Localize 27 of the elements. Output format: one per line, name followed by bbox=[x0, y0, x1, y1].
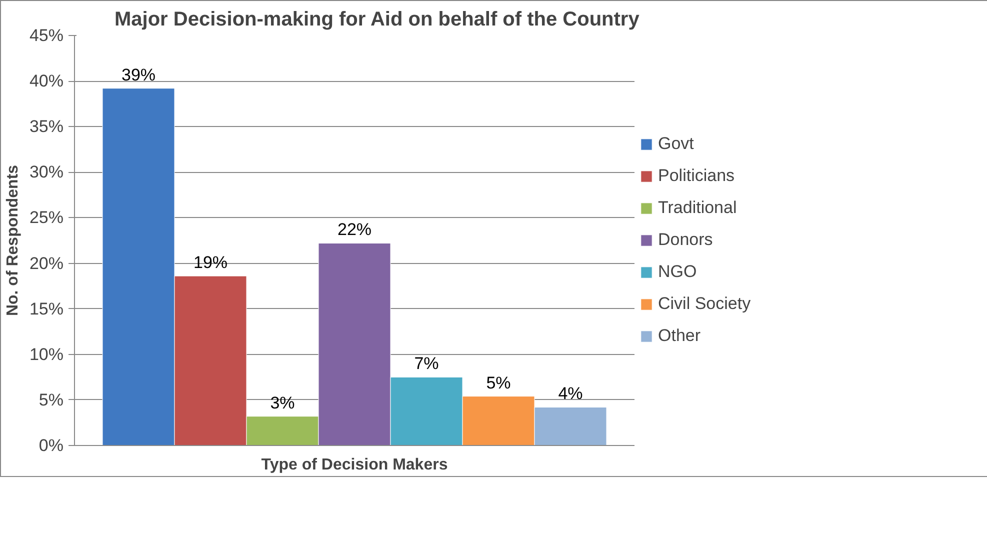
legend-label: Traditional bbox=[658, 198, 737, 218]
data-label: 39% bbox=[121, 65, 156, 84]
data-label: 19% bbox=[193, 253, 228, 272]
data-label: 22% bbox=[337, 220, 372, 240]
legend-label: Politicians bbox=[658, 166, 735, 186]
legend-label: NGO bbox=[658, 262, 697, 282]
legend-label: Govt bbox=[658, 134, 694, 154]
y-tick-label: 20% bbox=[29, 254, 64, 273]
data-label: 5% bbox=[486, 373, 511, 392]
y-tick-label: 30% bbox=[29, 162, 64, 182]
y-tick-label: 40% bbox=[29, 72, 64, 91]
legend-label: Donors bbox=[658, 230, 713, 250]
y-tick-label: 10% bbox=[29, 344, 64, 364]
y-tick-label: 0% bbox=[38, 436, 64, 455]
data-label: 7% bbox=[414, 354, 439, 374]
legend-label: Civil Society bbox=[658, 294, 751, 314]
y-axis-title: No. of Respondents bbox=[4, 164, 22, 316]
y-tick-label: 15% bbox=[29, 299, 64, 318]
data-label: 4% bbox=[558, 384, 583, 404]
y-tick-label: 35% bbox=[29, 117, 64, 136]
legend-label: Other bbox=[658, 326, 701, 346]
y-tick-label: 25% bbox=[29, 208, 64, 228]
chart-title: Major Decision-making for Aid on behalf of the Country bbox=[114, 8, 640, 30]
y-tick-label: 45% bbox=[29, 26, 64, 45]
data-label: 3% bbox=[270, 393, 295, 412]
x-axis-title: Type of Decision Makers bbox=[261, 456, 448, 474]
y-tick-label: 5% bbox=[38, 390, 64, 410]
